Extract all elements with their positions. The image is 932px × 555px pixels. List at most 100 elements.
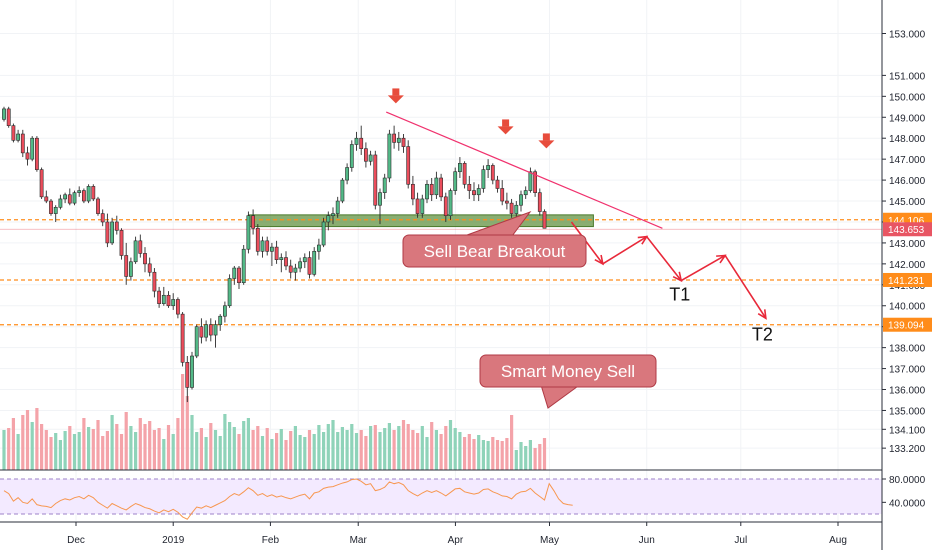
price-tick-label: 153.000 bbox=[889, 30, 926, 41]
candle-up bbox=[194, 326, 199, 357]
arrow-marker-head bbox=[387, 95, 404, 104]
candle-down bbox=[467, 183, 472, 191]
candle-up bbox=[161, 294, 166, 304]
volume-bar bbox=[406, 424, 410, 470]
price-tick-label: 148.000 bbox=[889, 134, 926, 145]
rsi-pane bbox=[0, 469, 882, 520]
volume-bar bbox=[491, 437, 495, 470]
candle-down bbox=[20, 133, 25, 154]
volume-bar bbox=[312, 434, 316, 470]
time-tick-label: 2019 bbox=[162, 535, 185, 546]
volume-bar bbox=[199, 428, 203, 470]
forecast-arrowhead bbox=[672, 271, 683, 283]
candle-up bbox=[171, 299, 176, 307]
volume-bar bbox=[54, 433, 58, 470]
volume-bar bbox=[115, 424, 119, 470]
candle-down bbox=[373, 154, 378, 206]
sell-breakout-callout-box bbox=[402, 234, 587, 268]
volume-bar bbox=[21, 415, 25, 470]
candle-down bbox=[67, 194, 72, 204]
volume-bar bbox=[40, 424, 44, 470]
last-price-tag: 143.653 bbox=[883, 222, 932, 237]
volume-bar bbox=[397, 426, 401, 470]
volume-bar bbox=[166, 425, 171, 470]
candle-down bbox=[185, 361, 190, 388]
candle-down bbox=[124, 255, 129, 277]
resistance-trendline bbox=[385, 111, 663, 229]
arrow-marker-head bbox=[538, 140, 555, 149]
volume-bar bbox=[378, 432, 382, 470]
volume-bar bbox=[453, 428, 457, 470]
candle-up bbox=[63, 194, 68, 200]
volume-bar bbox=[472, 439, 476, 470]
candle-down bbox=[82, 190, 86, 202]
candle-up bbox=[223, 305, 227, 317]
candle-up bbox=[232, 267, 237, 279]
volume-bar bbox=[77, 432, 81, 470]
price-tick-label: 134.100 bbox=[889, 425, 926, 436]
smart-money-callout: Smart Money Sell bbox=[479, 354, 657, 409]
candle-up bbox=[204, 324, 209, 338]
price-tick-label: 150.000 bbox=[889, 92, 926, 103]
candle-up bbox=[453, 171, 458, 191]
candle-up bbox=[528, 171, 533, 191]
price-tick-label: 145.000 bbox=[889, 197, 926, 208]
annotation-layer: T1 T2 Sell Bear Breakout Smart Money Sell bbox=[385, 88, 773, 409]
smart-money-callout-box bbox=[479, 354, 657, 388]
volume-bar bbox=[138, 418, 142, 470]
candle-up bbox=[387, 133, 392, 179]
volume-bar bbox=[124, 412, 128, 470]
candle-down bbox=[359, 137, 364, 149]
volume-bar bbox=[542, 438, 547, 470]
candle-up bbox=[519, 194, 523, 206]
rsi-tick-label: 80.0000 bbox=[889, 475, 926, 486]
candle-up bbox=[190, 355, 194, 388]
candle-down bbox=[288, 265, 293, 273]
arrow-marker-head bbox=[497, 126, 514, 135]
candle-down bbox=[537, 192, 542, 212]
target-label-t2: T2 bbox=[752, 324, 773, 344]
support-zone-layer bbox=[247, 214, 594, 228]
candle-up bbox=[425, 183, 429, 200]
candle-down bbox=[119, 230, 124, 256]
volume-bar bbox=[279, 429, 283, 470]
candle-up bbox=[434, 177, 439, 196]
rsi-band bbox=[0, 479, 882, 514]
volume-bar bbox=[514, 450, 518, 470]
candle-down bbox=[439, 177, 444, 198]
price-tick-label: 149.000 bbox=[889, 113, 926, 124]
volume-bar bbox=[505, 438, 509, 470]
last-price-tag-bg bbox=[883, 222, 932, 237]
candle-up bbox=[2, 108, 6, 120]
volume-bar bbox=[171, 434, 175, 470]
candle-down bbox=[96, 198, 100, 214]
price-tick-label: 147.000 bbox=[889, 155, 926, 166]
candle-up bbox=[213, 324, 218, 336]
volume-bar bbox=[105, 431, 109, 470]
candle-down bbox=[255, 227, 260, 252]
volume-bar bbox=[7, 428, 11, 470]
volume-bar bbox=[35, 408, 39, 470]
volume-bar bbox=[420, 426, 424, 470]
rsi-tick-label: 40.0000 bbox=[889, 498, 926, 509]
volume-bar bbox=[387, 423, 391, 470]
forecast-path bbox=[570, 221, 767, 319]
candle-up bbox=[457, 163, 462, 173]
time-tick-label: Mar bbox=[350, 535, 368, 546]
candle-down bbox=[11, 125, 16, 141]
volume-bar bbox=[25, 410, 30, 470]
level-price-tag-bg bbox=[883, 272, 932, 287]
candle-down bbox=[152, 271, 157, 292]
volume-bar bbox=[481, 440, 485, 470]
volume-bar bbox=[331, 420, 335, 470]
price-tick-label: 135.000 bbox=[889, 406, 926, 417]
volume-bar bbox=[2, 430, 6, 470]
candle-down bbox=[166, 294, 171, 307]
price-tick-label: 140.000 bbox=[889, 302, 926, 313]
candle-up bbox=[77, 190, 82, 193]
candle-down bbox=[406, 146, 411, 185]
candle-up bbox=[340, 179, 345, 202]
volume-bar bbox=[524, 446, 528, 470]
candle-down bbox=[490, 165, 495, 181]
